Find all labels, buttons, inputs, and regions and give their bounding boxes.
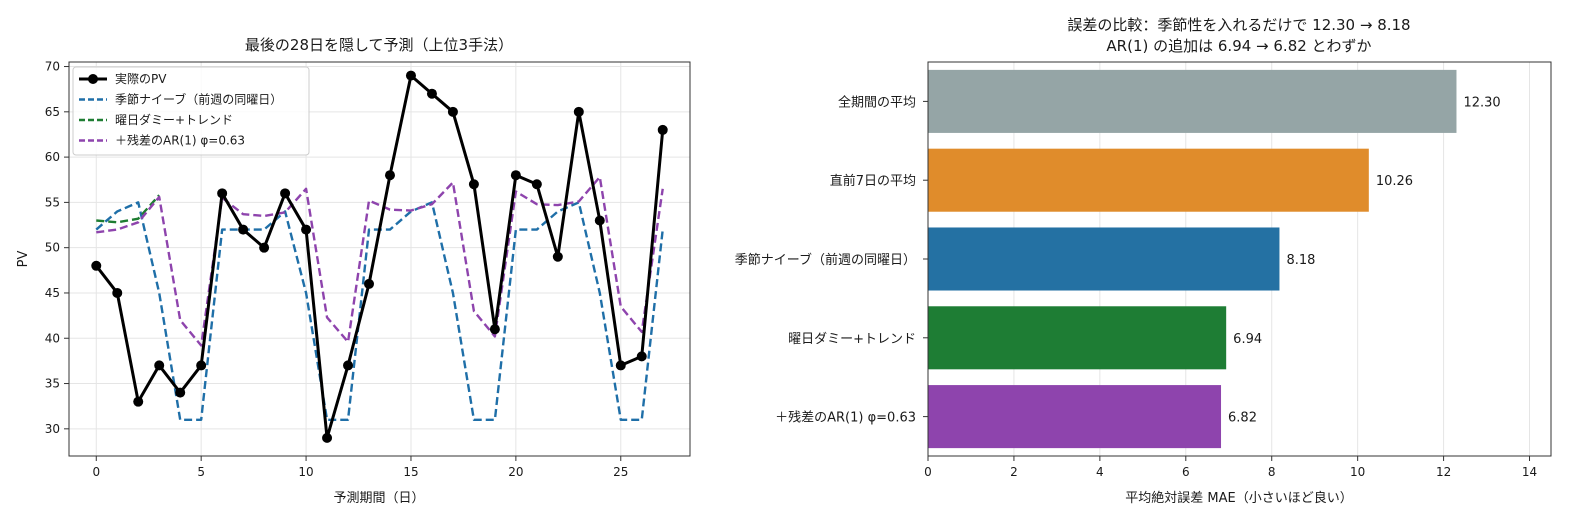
- actual-pv-point: [217, 188, 228, 199]
- actual-pv-point: [280, 188, 291, 199]
- bar-category-label: ＋残差のAR(1) φ=0.63: [775, 411, 916, 426]
- actual-pv-point: [426, 88, 437, 99]
- x-tick-label: 5: [197, 465, 205, 479]
- bar-chart-title: 誤差の比較：季節性を入れるだけで 12.30 → 8.18: [1067, 16, 1410, 34]
- actual-pv-point: [552, 251, 563, 262]
- bar-chart-subtitle: AR(1) の追加は 6.94 → 6.82 とわずか: [1106, 37, 1371, 55]
- series-line-2: [96, 194, 161, 224]
- bar-x-tick-label: 6: [1182, 465, 1190, 479]
- bar-x-tick-label: 0: [924, 465, 932, 479]
- line-y-axis-label: PV: [16, 251, 31, 268]
- x-tick-label: 0: [92, 465, 100, 479]
- legend-label-1: 季節ナイーブ（前週の同曜日）: [115, 92, 282, 107]
- bar-x-tick-label: 10: [1350, 465, 1365, 479]
- bar-1: [928, 148, 1369, 212]
- bar-x-tick-label: 4: [1096, 465, 1104, 479]
- bar-0: [928, 69, 1457, 133]
- actual-pv-point: [468, 179, 479, 190]
- actual-pv-point: [636, 351, 647, 362]
- y-tick-label: 60: [45, 150, 60, 164]
- bar-x-tick-label: 12: [1436, 465, 1451, 479]
- y-tick-label: 70: [45, 60, 60, 74]
- bar-category-label: 季節ナイーブ（前週の同曜日）: [735, 252, 916, 268]
- actual-pv-point: [510, 170, 521, 181]
- line-legend: 実際のPV 季節ナイーブ（前週の同曜日） 曜日ダミー+トレンド ＋残差のAR(1) φ…: [72, 66, 310, 156]
- actual-pv-point: [259, 242, 270, 253]
- legend-label-3: ＋残差のAR(1) φ=0.63: [115, 134, 245, 148]
- legend-box: [72, 66, 310, 156]
- actual-pv-point: [322, 432, 333, 443]
- line-plot-frame: [68, 61, 691, 457]
- actual-pv-point: [133, 396, 144, 407]
- bar-x-axis-label: 平均絶対誤差 MAE（小さいほど良い）: [1125, 490, 1352, 506]
- actual-pv-point: [175, 387, 186, 398]
- bar-2: [928, 227, 1280, 291]
- actual-pv-point: [364, 278, 375, 289]
- x-tick-label: 20: [508, 465, 523, 479]
- bar-category-label: 全期間の平均: [838, 94, 916, 110]
- series-line-0: [95, 74, 665, 440]
- bar-chart: 12.30 10.26 8.18 6.94 6.82 0 2 4 6 8 10 12 14 全期間の平均…: [735, 16, 1552, 506]
- actual-pv-point: [154, 360, 165, 371]
- bar-value-label: 12.30: [1463, 95, 1500, 110]
- actual-pv-point: [531, 179, 542, 190]
- bar-layer: 12.30 10.26 8.18 6.94 6.82: [928, 69, 1501, 449]
- y-tick-label: 45: [45, 286, 60, 300]
- legend-marker: [88, 74, 98, 84]
- actual-pv-point: [447, 106, 458, 117]
- actual-pv-point: [112, 287, 123, 298]
- x-tick-label: 25: [613, 465, 628, 479]
- legend-label-2: 曜日ダミー+トレンド: [115, 112, 233, 127]
- x-tick-label: 10: [298, 465, 313, 479]
- x-tick-label: 15: [403, 465, 418, 479]
- bar-x-tick-label: 8: [1268, 465, 1276, 479]
- actual-pv-point: [594, 215, 605, 226]
- actual-pv-point: [573, 106, 584, 117]
- bar-3: [928, 306, 1227, 370]
- y-tick-label: 30: [45, 422, 60, 436]
- y-tick-label: 35: [45, 377, 60, 391]
- y-tick-label: 65: [45, 105, 60, 119]
- bar-category-label: 直前7日の平均: [830, 173, 916, 189]
- actual-pv-point: [657, 124, 668, 135]
- actual-pv-point: [405, 70, 416, 81]
- bar-value-label: 10.26: [1376, 174, 1413, 189]
- y-tick-label: 55: [45, 195, 60, 209]
- y-tick-label: 40: [45, 331, 60, 345]
- series-line-3: [96, 175, 664, 347]
- line-chart: 0 5 10 15 20 25 30 35 40 45 50 55 60 65 70 最後の28日を隠して予…: [16, 36, 691, 506]
- legend-label-0: 実際のPV: [115, 71, 167, 86]
- bar-x-tick-label: 14: [1522, 465, 1537, 479]
- line-ticks: 0 5 10 15 20 25 30 35 40 45 50 55 60 65 70: [45, 60, 629, 479]
- bar-value-label: 6.94: [1233, 332, 1262, 347]
- actual-pv-point: [343, 360, 354, 371]
- line-x-axis-label: 予測期間（日）: [333, 491, 424, 506]
- legend-items: 実際のPV 季節ナイーブ（前週の同曜日） 曜日ダミー+トレンド ＋残差のAR(1) φ…: [79, 71, 282, 148]
- actual-pv-point: [384, 170, 395, 181]
- bar-value-label: 6.82: [1228, 411, 1257, 426]
- y-tick-label: 50: [45, 241, 60, 255]
- actual-pv-point: [301, 224, 312, 235]
- actual-pv-point: [615, 360, 626, 371]
- actual-pv-point: [91, 260, 102, 271]
- line-series-layer: [91, 70, 668, 443]
- bar-category-label: 曜日ダミー+トレンド: [788, 332, 916, 347]
- line-chart-title: 最後の28日を隠して予測（上位3手法）: [245, 36, 513, 54]
- actual-pv-point: [238, 224, 249, 235]
- bar-value-label: 8.18: [1286, 253, 1315, 268]
- actual-pv-point: [489, 324, 500, 335]
- bar-x-tick-label: 2: [1010, 465, 1018, 479]
- bar-4: [928, 385, 1222, 449]
- actual-pv-point: [196, 360, 207, 371]
